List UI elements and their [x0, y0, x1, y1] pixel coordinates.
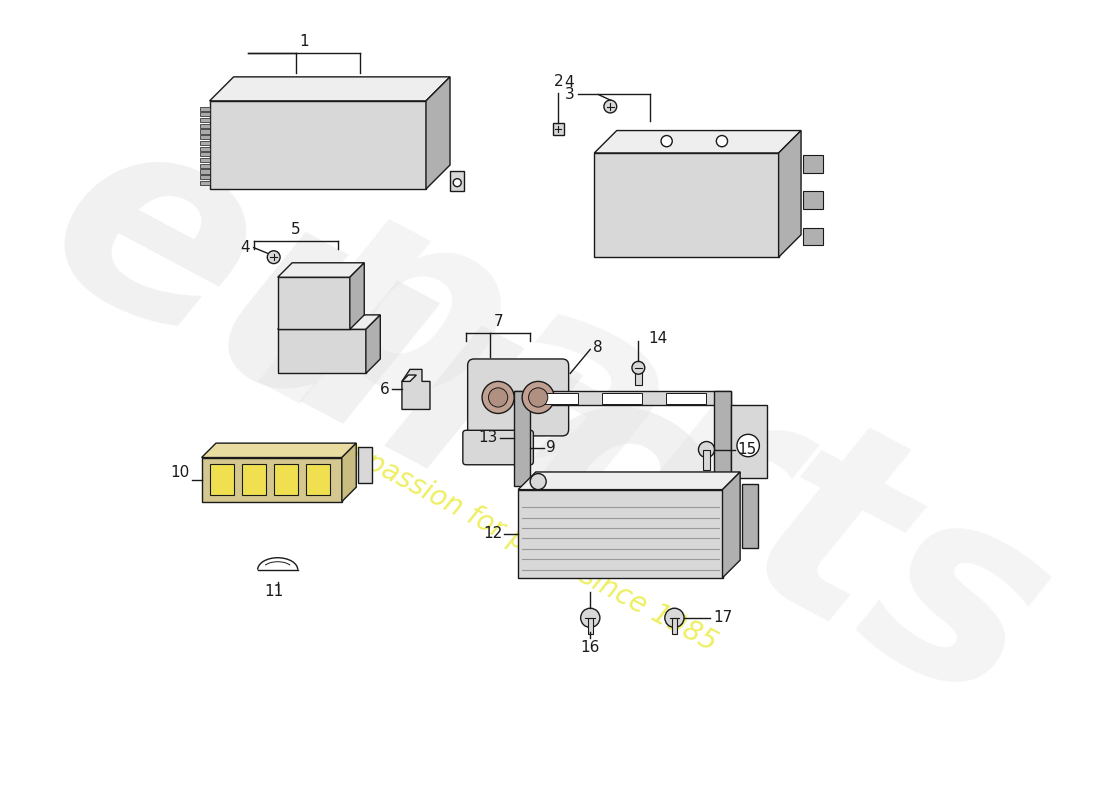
- Bar: [635, 368, 641, 386]
- Polygon shape: [402, 375, 417, 382]
- Text: 5: 5: [290, 222, 300, 237]
- Bar: [306, 464, 330, 495]
- Bar: [587, 618, 593, 634]
- Bar: [274, 464, 298, 495]
- Bar: [200, 170, 210, 174]
- Polygon shape: [426, 77, 450, 189]
- Bar: [514, 391, 530, 486]
- Bar: [200, 175, 210, 179]
- Polygon shape: [277, 315, 381, 330]
- Bar: [200, 130, 210, 134]
- Circle shape: [661, 135, 672, 146]
- Polygon shape: [402, 370, 430, 410]
- Circle shape: [698, 442, 715, 458]
- Text: 17: 17: [713, 610, 733, 626]
- Bar: [200, 112, 210, 116]
- Text: 16: 16: [581, 640, 600, 655]
- Bar: [200, 164, 210, 168]
- Bar: [358, 447, 372, 483]
- Circle shape: [488, 388, 508, 407]
- Polygon shape: [277, 262, 364, 278]
- Text: 12: 12: [483, 526, 502, 541]
- Bar: [200, 146, 210, 150]
- Polygon shape: [779, 130, 801, 257]
- Bar: [667, 393, 706, 404]
- Text: a passion for parts since 1985: a passion for parts since 1985: [339, 435, 722, 657]
- Bar: [803, 191, 823, 209]
- Polygon shape: [201, 443, 356, 458]
- Text: 2: 2: [553, 74, 563, 89]
- Bar: [200, 124, 210, 128]
- Circle shape: [529, 388, 548, 407]
- Polygon shape: [342, 443, 356, 502]
- Bar: [518, 490, 723, 578]
- Text: 4: 4: [564, 75, 574, 90]
- Text: 13: 13: [478, 430, 498, 445]
- Bar: [200, 158, 210, 162]
- Bar: [803, 227, 823, 245]
- FancyBboxPatch shape: [463, 430, 534, 465]
- Text: 7: 7: [493, 314, 503, 330]
- Circle shape: [522, 382, 554, 414]
- Text: 10: 10: [170, 465, 189, 480]
- Bar: [200, 135, 210, 139]
- Bar: [603, 393, 642, 404]
- Polygon shape: [594, 130, 801, 153]
- Text: 11: 11: [264, 584, 284, 599]
- Bar: [594, 153, 779, 257]
- Text: 9: 9: [547, 441, 556, 455]
- Circle shape: [716, 135, 727, 146]
- Text: 15: 15: [737, 442, 756, 457]
- Polygon shape: [210, 77, 450, 101]
- Bar: [200, 106, 210, 110]
- Text: 8: 8: [593, 340, 603, 355]
- Text: 1: 1: [299, 34, 309, 49]
- Bar: [200, 141, 210, 145]
- Bar: [703, 450, 710, 470]
- Text: 6: 6: [381, 382, 389, 397]
- Bar: [277, 278, 350, 330]
- Polygon shape: [518, 472, 740, 490]
- Bar: [538, 393, 579, 404]
- Bar: [200, 152, 210, 157]
- Circle shape: [530, 474, 547, 490]
- Text: euro: euro: [8, 78, 764, 652]
- Bar: [277, 330, 366, 374]
- Bar: [200, 181, 210, 185]
- Bar: [200, 118, 210, 122]
- Bar: [450, 170, 464, 190]
- Bar: [242, 464, 266, 495]
- Bar: [803, 155, 823, 173]
- Polygon shape: [366, 315, 381, 374]
- Bar: [741, 484, 758, 548]
- Bar: [210, 464, 233, 495]
- Circle shape: [664, 608, 684, 627]
- Polygon shape: [723, 472, 740, 578]
- Bar: [672, 618, 676, 634]
- Circle shape: [631, 362, 645, 374]
- FancyBboxPatch shape: [468, 359, 569, 436]
- Text: 4: 4: [240, 240, 250, 255]
- Bar: [201, 458, 342, 502]
- Bar: [730, 406, 767, 478]
- Circle shape: [737, 434, 759, 457]
- Text: parts: parts: [260, 150, 1089, 758]
- Circle shape: [604, 100, 617, 113]
- Bar: [552, 123, 564, 134]
- Circle shape: [482, 382, 514, 414]
- Circle shape: [453, 178, 461, 186]
- Bar: [210, 101, 426, 189]
- Text: 14: 14: [648, 331, 668, 346]
- Circle shape: [581, 608, 600, 627]
- Polygon shape: [350, 262, 364, 330]
- Circle shape: [267, 250, 280, 263]
- Text: 3: 3: [564, 87, 574, 102]
- Bar: [514, 391, 730, 406]
- Bar: [715, 391, 730, 486]
